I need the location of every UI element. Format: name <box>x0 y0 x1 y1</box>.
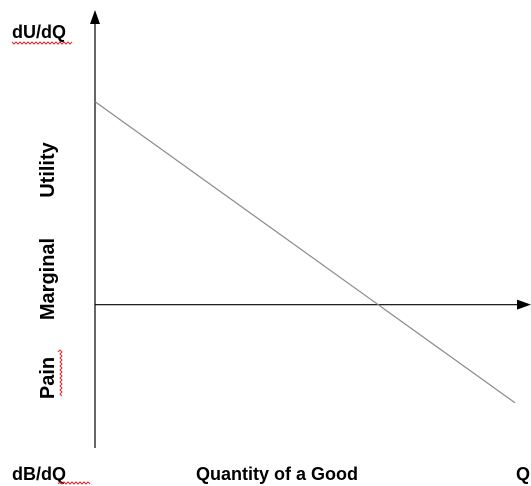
y-label-pain: Pain <box>37 357 59 399</box>
spellcheck-underline <box>57 481 91 485</box>
marginal-utility-line <box>94 101 516 404</box>
spellcheck-underline <box>57 349 63 397</box>
bottom-right-label: Q <box>516 464 530 484</box>
y-label-marginal: Marginal <box>37 238 59 320</box>
y-label-utility: Utility <box>37 141 59 197</box>
top-left-label: dU/dQ <box>12 22 66 42</box>
y-axis-arrowhead <box>90 10 100 24</box>
bottom-left-label: dB/dQ <box>12 464 66 484</box>
spellcheck-underline <box>11 41 73 45</box>
x-axis-arrowhead <box>517 299 531 310</box>
x-axis-title: Quantity of a Good <box>196 464 358 484</box>
